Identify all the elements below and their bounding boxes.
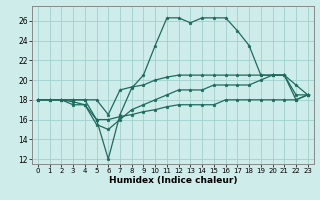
X-axis label: Humidex (Indice chaleur): Humidex (Indice chaleur) (108, 176, 237, 185)
